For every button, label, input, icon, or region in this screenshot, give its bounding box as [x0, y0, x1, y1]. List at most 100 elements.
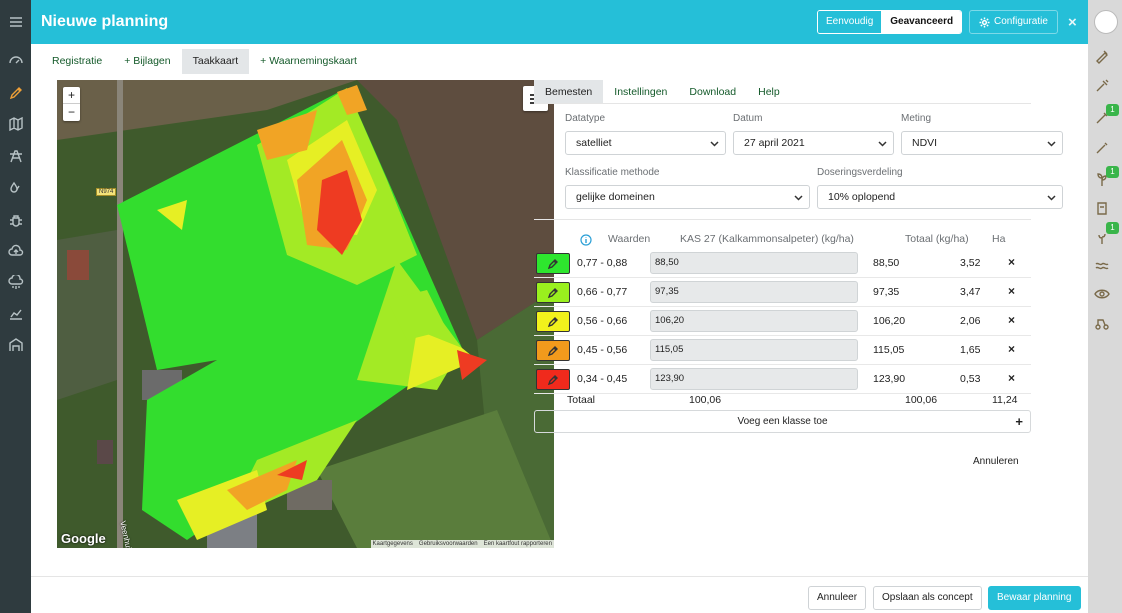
attribution-map-data[interactable]: Kaartgegevens [372, 541, 413, 547]
bug-icon[interactable] [8, 212, 24, 228]
pencil-icon [547, 258, 558, 269]
row-total: 115,05 [873, 344, 905, 356]
row-ha: 2,06 [960, 315, 981, 327]
color-swatch-button[interactable] [536, 282, 570, 303]
sprout-icon[interactable] [1094, 230, 1112, 248]
map-attribution: Kaartgegevens Gebruiksvoorwaarden Een ka… [370, 540, 554, 548]
col-ha: Ha [992, 233, 1006, 245]
color-swatch-button[interactable] [536, 340, 570, 361]
main-sidebar [0, 0, 32, 613]
tab-instellingen[interactable]: Instellingen [614, 86, 668, 98]
modal-header: Nieuwe planning Eenvoudig Geavanceerd Co… [31, 0, 1088, 44]
bag-icon[interactable] [1094, 200, 1112, 218]
row-ha: 3,52 [960, 257, 981, 269]
remove-row-icon[interactable]: × [1008, 255, 1016, 269]
row-ha: 0,53 [960, 373, 981, 385]
dose-input[interactable]: 106,20 [650, 310, 858, 332]
pencil-icon [547, 345, 558, 356]
attribution-terms[interactable]: Gebruiksvoorwaarden [418, 541, 478, 547]
datum-value: 27 april 2021 [744, 137, 805, 149]
attribution-report[interactable]: Een kaartfout rapporteren [483, 541, 552, 547]
tool-icon[interactable] [1094, 48, 1112, 66]
avatar[interactable] [1094, 10, 1118, 34]
datatype-value: satelliet [576, 137, 612, 149]
klassificatie-label: Klassificatie methode [565, 167, 660, 178]
total-input-value: 100,06 [689, 394, 722, 406]
cloud-upload-icon[interactable] [8, 243, 24, 259]
tab-download[interactable]: Download [689, 86, 737, 98]
klassificatie-value: gelijke domeinen [576, 191, 655, 203]
tab-waarnemingskaart[interactable]: + Waarnemingskaart [260, 55, 357, 67]
dose-input[interactable]: 123,90 [650, 368, 858, 390]
range-value: 0,34 - 0,45 [577, 373, 628, 385]
planning-modal: Nieuwe planning Eenvoudig Geavanceerd Co… [31, 0, 1088, 613]
total-label: Totaal [567, 394, 596, 406]
color-swatch-button[interactable] [536, 253, 570, 274]
datum-select[interactable]: 27 april 2021 [733, 131, 894, 155]
spray-icon[interactable] [1094, 78, 1112, 96]
configuration-button[interactable]: Configuratie [969, 10, 1058, 34]
datum-label: Datum [733, 113, 763, 124]
remove-row-icon[interactable]: × [1008, 313, 1016, 327]
dose-input[interactable]: 115,05 [650, 339, 858, 361]
klassificatie-select[interactable]: gelijke domeinen [565, 185, 810, 209]
table-row: 0,34 - 0,45 123,90 123,90 0,53 × [534, 365, 1031, 394]
color-swatch-button[interactable] [536, 311, 570, 332]
mode-advanced-button[interactable]: Geavanceerd [882, 11, 962, 33]
datatype-select[interactable]: satelliet [565, 131, 726, 155]
total-total-value: 100,06 [905, 394, 938, 406]
barn-icon[interactable] [8, 337, 24, 353]
datatype-label: Datatype [565, 113, 606, 124]
badge: 1 [1106, 222, 1119, 234]
dose-input[interactable]: 97,35 [650, 281, 858, 303]
table-row: 0,56 - 0,66 106,20 106,20 2,06 × [534, 307, 1031, 336]
zoom-in-button[interactable]: + [63, 87, 80, 104]
dosering-select[interactable]: 10% oplopend [817, 185, 1063, 209]
task-map[interactable]: + − N974 Veenhuizen Google Kaartgegevens… [57, 80, 554, 548]
tab-help[interactable]: Help [758, 86, 780, 98]
remove-row-icon[interactable]: × [1008, 342, 1016, 356]
satellite-image [57, 80, 554, 548]
configuration-label: Configuratie [994, 16, 1048, 27]
mode-simple-button[interactable]: Eenvoudig [818, 11, 883, 33]
info-icon[interactable] [580, 234, 592, 246]
tower-icon[interactable] [8, 148, 24, 164]
row-total: 123,90 [873, 373, 906, 385]
chart-icon[interactable] [8, 306, 24, 322]
dose-input[interactable]: 88,50 [650, 252, 858, 274]
tab-taakkaart[interactable]: Taakkaart [181, 49, 250, 74]
remove-row-icon[interactable]: × [1008, 284, 1016, 298]
eye-icon[interactable] [1094, 286, 1112, 304]
save-draft-button[interactable]: Opslaan als concept [873, 586, 982, 610]
meting-select[interactable]: NDVI [901, 131, 1063, 155]
badge: 1 [1106, 166, 1119, 178]
pencil-icon[interactable] [8, 85, 24, 101]
zoom-out-button[interactable]: − [67, 105, 75, 119]
meting-label: Meting [901, 113, 932, 124]
gear-icon [979, 16, 990, 28]
dashboard-icon[interactable] [8, 52, 24, 68]
cancel-button[interactable]: Annuleer [808, 586, 867, 610]
remove-row-icon[interactable]: × [1008, 371, 1016, 385]
tab-registratie[interactable]: Registratie [52, 55, 103, 67]
badge: 1 [1106, 104, 1119, 116]
table-row: 0,45 - 0,56 115,05 115,05 1,65 × [534, 336, 1031, 365]
range-value: 0,56 - 0,66 [577, 315, 628, 327]
add-class-button[interactable]: Voeg een klasse toe + [534, 410, 1031, 433]
color-swatch-button[interactable] [536, 369, 570, 390]
tractor-icon[interactable] [1094, 315, 1112, 333]
harvest-icon[interactable] [1094, 140, 1112, 158]
tab-bemesten[interactable]: Bemesten [534, 80, 604, 103]
rain-icon[interactable] [8, 275, 24, 291]
water-icon[interactable] [1094, 258, 1112, 276]
close-icon[interactable]: × [1068, 14, 1077, 31]
map-icon[interactable] [8, 116, 24, 132]
drops-icon[interactable] [8, 180, 24, 196]
tab-bijlagen[interactable]: + Bijlagen [124, 55, 171, 67]
save-planning-button[interactable]: Bewaar planning [988, 586, 1081, 610]
meting-value: NDVI [912, 137, 938, 149]
range-value: 0,66 - 0,77 [577, 286, 628, 298]
row-total: 106,20 [873, 315, 906, 327]
annuleren-link[interactable]: Annuleren [973, 456, 1019, 467]
menu-icon[interactable] [8, 14, 24, 30]
